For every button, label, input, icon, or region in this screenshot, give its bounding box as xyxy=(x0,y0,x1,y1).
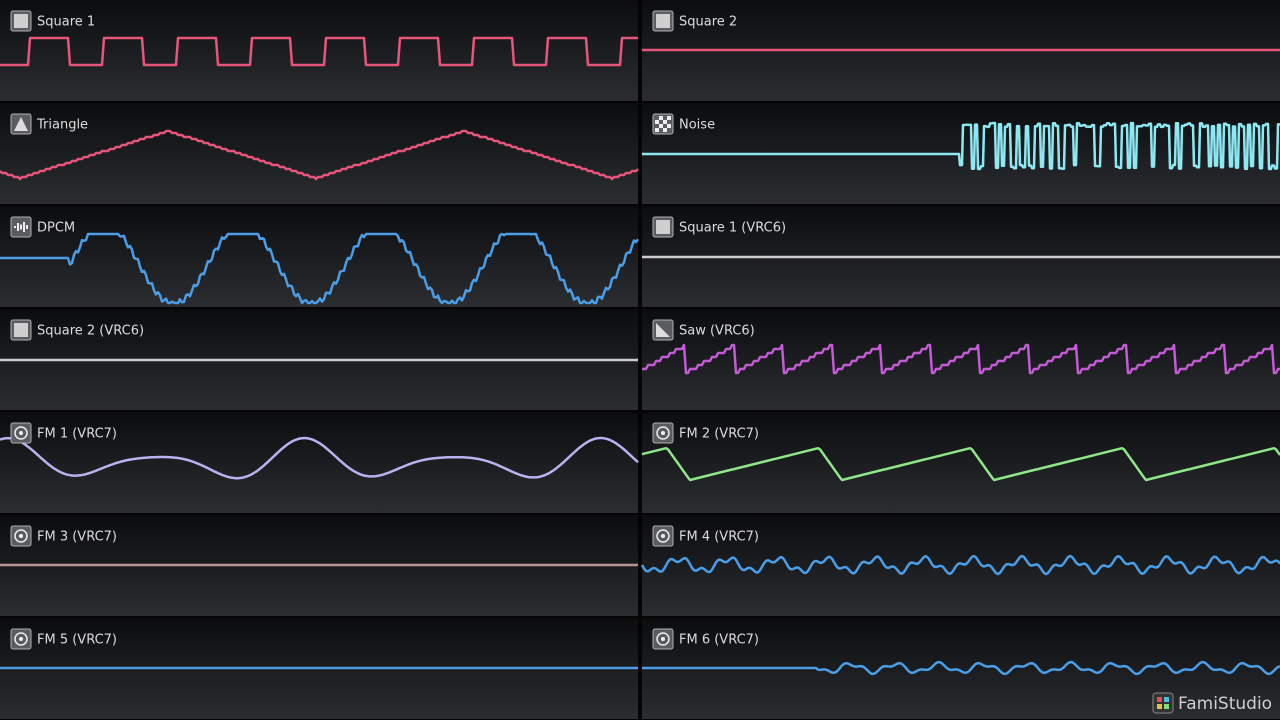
channel-icon-glyph xyxy=(17,223,19,231)
channel-label: Square 2 (VRC6) xyxy=(37,324,144,339)
channel-label: FM 2 (VRC7) xyxy=(679,427,759,442)
waveform xyxy=(0,436,639,480)
panel-background xyxy=(642,515,1280,616)
channel-panel: FM 6 (VRC7) xyxy=(642,618,1280,719)
channel-panel: Square 2 xyxy=(642,0,1280,101)
channel-label: FM 4 (VRC7) xyxy=(679,530,759,545)
channel-label: Triangle xyxy=(36,118,88,133)
channel-panel: Square 2 (VRC6) xyxy=(0,309,638,410)
waveform xyxy=(0,129,639,181)
waveform xyxy=(642,343,1280,375)
channel-icon-glyph xyxy=(661,431,665,435)
channel-icon-glyph xyxy=(23,222,25,232)
channel-label: FM 3 (VRC7) xyxy=(37,530,117,545)
channel-icon-glyph xyxy=(656,529,670,543)
channel-icon-glyph xyxy=(20,224,22,230)
channel-label: Noise xyxy=(679,118,715,133)
logo-text: FamiStudio xyxy=(1178,694,1272,714)
logo-icon-part xyxy=(1164,704,1169,709)
channel-icon-glyph xyxy=(19,637,23,641)
channel-icon-glyph xyxy=(14,117,28,131)
panel-background xyxy=(0,206,638,307)
channel-panel: FM 1 (VRC7) xyxy=(0,412,639,513)
channel-icon-glyph xyxy=(656,220,670,234)
channel-icon-glyph xyxy=(663,120,667,124)
channel-icon-glyph xyxy=(26,225,28,229)
channel-label: FM 5 (VRC7) xyxy=(37,633,117,648)
channel-icon-glyph xyxy=(656,323,670,337)
channel-icon-glyph xyxy=(14,632,28,646)
panel-background xyxy=(0,412,638,513)
channel-panel: Triangle xyxy=(0,103,639,204)
waveform xyxy=(640,554,1280,576)
channel-icon-glyph xyxy=(656,14,670,28)
channel-panel: Saw (VRC6) xyxy=(642,309,1280,410)
channel-icon-glyph xyxy=(659,116,663,120)
channel-panel: FM 4 (VRC7) xyxy=(640,515,1280,616)
channel-icon-glyph xyxy=(19,534,23,538)
channel-icon-glyph xyxy=(14,529,28,543)
logo-icon xyxy=(1152,692,1174,714)
channel-label: Square 2 xyxy=(679,15,737,30)
waveform xyxy=(642,660,1280,676)
channel-icon-glyph xyxy=(661,534,665,538)
channel-icon-glyph xyxy=(663,128,667,132)
channel-icon-glyph xyxy=(656,632,670,646)
channel-icon-glyph xyxy=(659,124,663,128)
panel-background xyxy=(642,309,1280,410)
panel-background xyxy=(0,0,638,101)
channel-panel: FM 3 (VRC7) xyxy=(0,515,638,616)
waveform xyxy=(641,121,1280,171)
channel-panel: Square 1 (VRC6) xyxy=(642,206,1280,307)
channel-label: DPCM xyxy=(37,221,75,236)
logo-icon-part xyxy=(1157,704,1162,709)
waveform xyxy=(0,36,638,67)
channel-icon-glyph xyxy=(667,116,671,120)
channel-icon-glyph xyxy=(655,120,659,124)
channel-label: Square 1 xyxy=(37,15,95,30)
channel-icon-glyph xyxy=(667,124,671,128)
logo: FamiStudio xyxy=(1152,692,1272,714)
logo-icon-part xyxy=(1157,697,1162,702)
channel-label: Square 1 (VRC6) xyxy=(679,221,786,236)
channel-icon-glyph xyxy=(14,323,28,337)
channel-panel: DPCM xyxy=(0,206,640,307)
channel-panel: Noise xyxy=(641,103,1280,204)
channel-icon-glyph xyxy=(655,128,659,132)
channel-icon-glyph xyxy=(14,14,28,28)
channel-icon-glyph xyxy=(661,637,665,641)
channel-icon-glyph xyxy=(14,426,28,440)
channel-label: FM 6 (VRC7) xyxy=(679,633,759,648)
panel-background xyxy=(642,412,1280,513)
waveform xyxy=(0,232,640,305)
channel-label: Saw (VRC6) xyxy=(679,324,755,339)
waveform xyxy=(641,446,1280,482)
logo-icon-part xyxy=(1164,697,1169,702)
channel-icon-glyph xyxy=(19,431,23,435)
channel-icon-glyph xyxy=(656,426,670,440)
channel-panel: Square 1 xyxy=(0,0,638,101)
channel-label: FM 1 (VRC7) xyxy=(37,427,117,442)
channel-icon-glyph xyxy=(14,226,16,228)
channel-panel: FM 5 (VRC7) xyxy=(0,618,638,719)
channel-panel: FM 2 (VRC7) xyxy=(641,412,1280,513)
